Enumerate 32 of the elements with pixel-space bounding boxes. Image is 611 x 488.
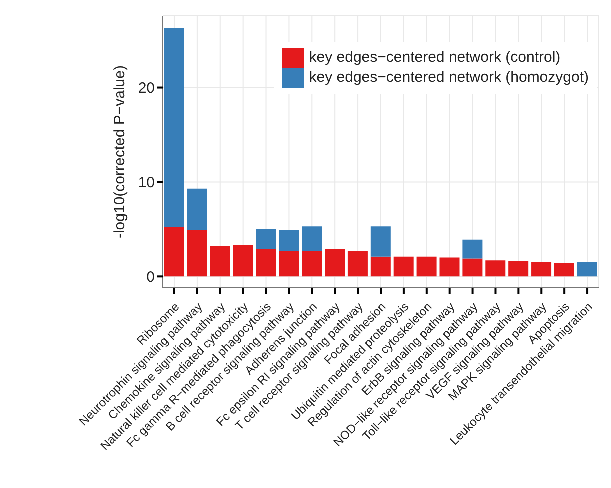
legend-label: key edges−centered network (homozygot) [309,68,589,88]
bar [554,263,574,277]
y-tick-label: 0 [146,268,155,286]
bar [164,228,184,277]
bar [348,251,368,277]
bar [256,229,276,250]
y-tick-label: 10 [138,174,155,192]
y-axis-title: -log10(corrected P−value) [111,65,128,239]
bar [486,260,506,277]
bar [462,240,483,259]
bar [532,262,552,277]
bar [325,249,346,277]
bar [577,262,598,277]
bar [302,226,322,252]
bar [256,249,276,277]
y-tick-label: 20 [138,80,155,98]
bar [394,256,414,277]
bar [233,246,254,277]
bar [462,258,483,277]
legend-label: key edges−centered network (control) [309,48,561,68]
bar [279,251,300,277]
bar [302,251,322,277]
bar [370,256,391,277]
bar [210,246,230,277]
bar [416,256,437,277]
bar [508,262,529,277]
bar [279,230,300,252]
bar [187,230,208,277]
bar [164,28,184,228]
bar [440,258,460,277]
bar [187,188,208,230]
bar [370,226,391,257]
